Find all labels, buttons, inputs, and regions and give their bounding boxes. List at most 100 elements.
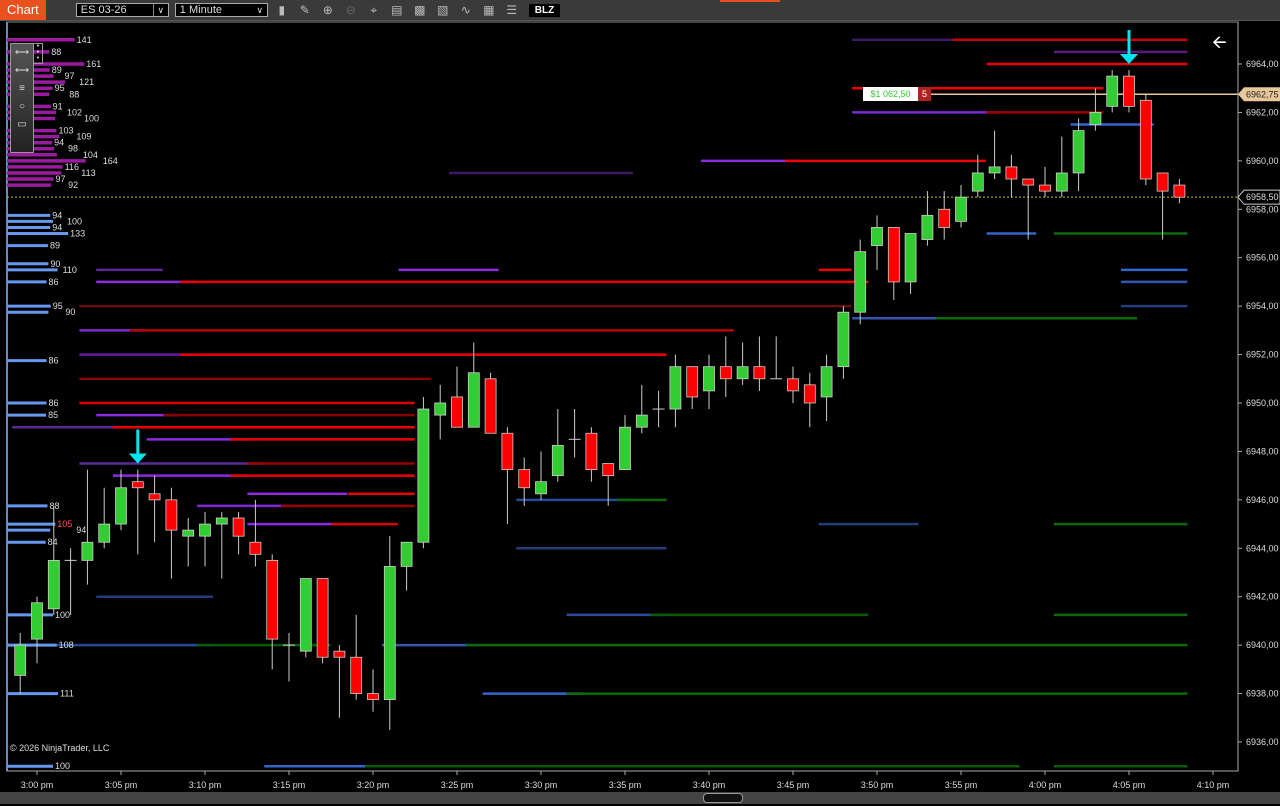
- zoom-in-icon[interactable]: ⊕: [322, 3, 333, 17]
- price-tick-label: 6942,00: [1246, 592, 1279, 602]
- dom-ask-size: 97: [65, 71, 75, 81]
- candle: [316, 578, 329, 664]
- line-icon[interactable]: ⟷: [14, 65, 30, 76]
- candle: [736, 342, 749, 385]
- candle-body: [266, 559, 279, 640]
- price-tick-label: 6958,00: [1246, 204, 1279, 214]
- dom-bid-size: 86: [49, 398, 59, 408]
- candle-body: [316, 578, 329, 658]
- candle-body: [1089, 112, 1102, 125]
- data-box-icon[interactable]: ▤: [391, 3, 403, 17]
- candle: [787, 366, 799, 403]
- candle-body: [719, 366, 732, 380]
- candle: [249, 499, 262, 567]
- candle-body: [871, 227, 883, 247]
- dom-ask-size: 104: [83, 150, 98, 160]
- candle: [719, 336, 732, 397]
- candle-body: [988, 166, 1001, 174]
- signal-arrow-head: [128, 453, 147, 464]
- price-tick-label: 6944,00: [1246, 543, 1279, 553]
- candle: [383, 536, 396, 730]
- indicators-icon[interactable]: ▧: [437, 3, 449, 17]
- dom-ask-size: 100: [84, 113, 99, 123]
- dom-ask-size: 113: [81, 168, 95, 178]
- strategies-icon[interactable]: ∿: [460, 3, 471, 17]
- templates-icon[interactable]: ▦: [483, 3, 495, 17]
- back-arrow-icon[interactable]: 🡨: [1212, 32, 1227, 52]
- zoom-out-icon[interactable]: ⊖: [345, 3, 356, 17]
- chevron-down-icon[interactable]: ∨: [152, 4, 168, 16]
- list-icon[interactable]: ☰: [506, 3, 518, 17]
- candle-body: [635, 414, 648, 428]
- dom-bid-size: 108: [59, 640, 74, 650]
- chart-tab[interactable]: Chart: [0, 0, 46, 20]
- horizontal-scrollbar[interactable]: [0, 792, 1280, 804]
- candle: [703, 354, 715, 410]
- candle-body: [787, 378, 799, 392]
- dom-bid-size: 100: [55, 761, 70, 771]
- crosshair-icon[interactable]: ⌖: [370, 2, 378, 17]
- pencil-icon[interactable]: ✎: [299, 3, 310, 17]
- candle-body: [98, 523, 111, 543]
- candle-body: [619, 426, 631, 470]
- ruler-icon[interactable]: ⟷: [14, 47, 30, 58]
- fib-lines-icon[interactable]: ≡: [19, 83, 25, 94]
- dom-ask-size: 98: [68, 144, 78, 154]
- dom-bid-size: 100: [55, 610, 70, 620]
- candle-body: [921, 214, 934, 240]
- candle: [1106, 70, 1119, 113]
- dom-ask-size: 109: [76, 132, 91, 142]
- properties-icon[interactable]: ▩: [414, 3, 426, 17]
- palette-menu-icon[interactable]: • • •: [33, 43, 43, 64]
- price-tick-label: 6964,00: [1246, 59, 1279, 69]
- candle: [199, 511, 211, 567]
- scrollbar-thumb[interactable]: [703, 793, 743, 803]
- candle: [266, 554, 279, 670]
- blz-button[interactable]: BLZ: [528, 3, 561, 17]
- rectangle-icon[interactable]: ▭: [17, 119, 27, 130]
- candle: [333, 645, 346, 718]
- instrument-select[interactable]: ES 03-26 ∨: [75, 3, 169, 17]
- chevron-down-icon[interactable]: ∨: [256, 5, 264, 15]
- candle-body: [887, 227, 900, 283]
- candle-body: [81, 541, 94, 561]
- position-label[interactable]: $1 062,50 5: [863, 87, 931, 101]
- candle: [1005, 154, 1018, 198]
- candle-body: [1173, 184, 1186, 198]
- time-tick-label: 3:45 pm: [777, 780, 810, 790]
- candle-body: [215, 517, 228, 525]
- dom-ask-size: 161: [86, 59, 101, 69]
- price-tick-label: 6936,00: [1246, 737, 1279, 747]
- time-tick-label: 4:05 pm: [1113, 780, 1146, 790]
- candle: [551, 409, 564, 482]
- candle-body: [350, 656, 363, 694]
- dom-ask-size: 141: [77, 35, 92, 45]
- candle-body: [165, 499, 178, 531]
- dom-bid-size: 111: [60, 689, 74, 699]
- candle: [568, 409, 581, 458]
- price-tick-label: 6952,00: [1246, 350, 1279, 360]
- candle-body: [1139, 99, 1152, 180]
- price-tick-label: 6946,00: [1246, 495, 1279, 505]
- interval-select[interactable]: 1 Minute ∨: [174, 3, 268, 17]
- bar-type-icon[interactable]: ▮: [278, 3, 286, 17]
- price-tick-label: 6956,00: [1246, 253, 1279, 263]
- dom-ask-size: 91: [53, 101, 63, 111]
- candle: [451, 366, 463, 428]
- candle: [484, 372, 497, 434]
- ellipse-icon[interactable]: ○: [18, 101, 26, 112]
- candle-body: [854, 251, 867, 313]
- candle-body: [131, 481, 144, 489]
- dom-ask-size: 102: [67, 107, 82, 117]
- candle: [417, 396, 430, 549]
- position-qty[interactable]: 5: [918, 87, 931, 101]
- candle: [31, 596, 43, 664]
- time-tick-label: 3:40 pm: [693, 780, 726, 790]
- candle-body: [451, 396, 463, 428]
- time-tick-label: 3:05 pm: [105, 780, 138, 790]
- candle-body: [971, 172, 984, 192]
- candle: [904, 233, 917, 295]
- candle-body: [551, 444, 564, 477]
- candle-body: [803, 384, 816, 404]
